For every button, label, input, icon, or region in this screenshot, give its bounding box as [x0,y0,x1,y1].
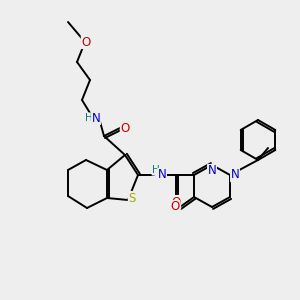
Text: O: O [81,35,91,49]
Text: O: O [171,196,181,208]
Text: N: N [92,112,100,124]
Text: O: O [170,200,180,214]
Text: O: O [120,122,130,134]
Text: S: S [128,191,136,205]
Text: N: N [208,164,216,178]
Text: H: H [152,165,160,175]
Text: N: N [158,169,166,182]
Text: H: H [85,113,93,123]
Text: N: N [231,169,239,182]
